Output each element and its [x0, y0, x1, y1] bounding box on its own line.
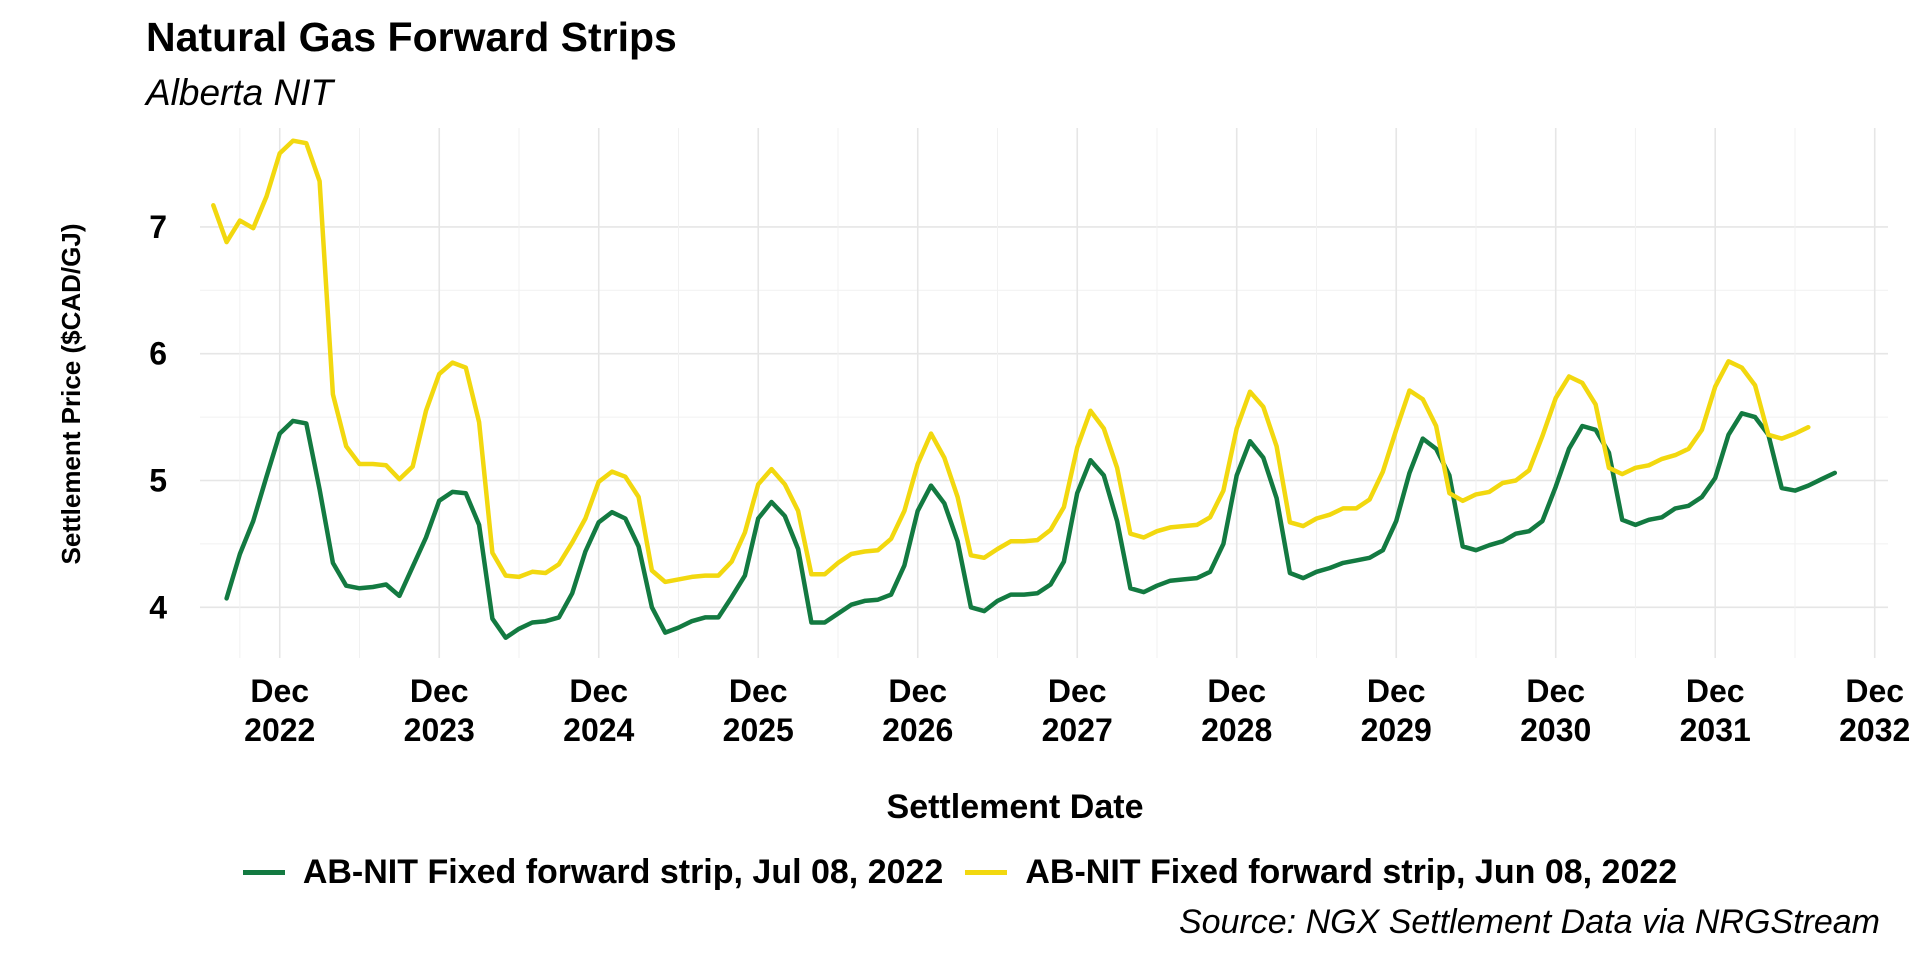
x-tick-label-month: Dec: [1207, 673, 1266, 709]
x-tick-label-year: 2024: [563, 712, 634, 748]
y-tick-label: 4: [149, 589, 167, 625]
x-tick-label-year: 2032: [1839, 712, 1910, 748]
y-tick-label: 7: [149, 209, 167, 245]
x-tick-label-year: 2028: [1201, 712, 1272, 748]
legend-item-jun: AB-NIT Fixed forward strip, Jun 08, 2022: [965, 853, 1677, 892]
x-tick-label-month: Dec: [888, 673, 947, 709]
legend-label-jul: AB-NIT Fixed forward strip, Jul 08, 2022: [302, 853, 944, 891]
x-axis-ticks: Dec2022Dec2023Dec2024Dec2025Dec2026Dec20…: [244, 673, 1910, 748]
x-tick-label-year: 2030: [1520, 712, 1591, 748]
legend-key-jun: [965, 870, 1008, 875]
x-tick-label-year: 2022: [244, 712, 315, 748]
legend: AB-NIT Fixed forward strip, Jul 08, 2022…: [0, 853, 1920, 892]
x-tick-label-year: 2023: [404, 712, 475, 748]
x-tick-label-month: Dec: [729, 673, 788, 709]
x-tick-label-month: Dec: [1686, 673, 1745, 709]
y-tick-label: 5: [149, 462, 167, 498]
x-tick-label-month: Dec: [1367, 673, 1426, 709]
legend-label-jun: AB-NIT Fixed forward strip, Jun 08, 2022: [1025, 853, 1678, 891]
y-tick-label: 6: [149, 336, 167, 372]
legend-item-jul: AB-NIT Fixed forward strip, Jul 08, 2022: [242, 853, 944, 892]
legend-key-jul: [242, 870, 285, 875]
x-tick-label-month: Dec: [410, 673, 469, 709]
x-tick-label-month: Dec: [1526, 673, 1585, 709]
x-tick-label-month: Dec: [1845, 673, 1904, 709]
series-lines: [211, 138, 1838, 640]
x-tick-label-month: Dec: [569, 673, 628, 709]
x-tick-label-month: Dec: [250, 673, 309, 709]
y-axis-title: Settlement Price ($CAD/GJ): [56, 224, 86, 565]
source-caption: Source: NGX Settlement Data via NRGStrea…: [1178, 903, 1880, 941]
series-line-0: [224, 411, 1838, 640]
series-line-1: [211, 138, 1811, 585]
chart-title: Natural Gas Forward Strips: [146, 14, 677, 60]
x-tick-label-year: 2027: [1042, 712, 1113, 748]
x-tick-label-month: Dec: [1048, 673, 1107, 709]
x-tick-label-year: 2026: [882, 712, 953, 748]
y-axis-ticks: 4 5 6 7: [149, 209, 167, 625]
x-tick-label-year: 2025: [723, 712, 794, 748]
x-tick-label-year: 2029: [1361, 712, 1432, 748]
x-axis-title: Settlement Date: [887, 788, 1144, 826]
x-tick-label-year: 2031: [1680, 712, 1751, 748]
grid: [200, 128, 1888, 658]
chart-subtitle: Alberta NIT: [146, 72, 334, 113]
